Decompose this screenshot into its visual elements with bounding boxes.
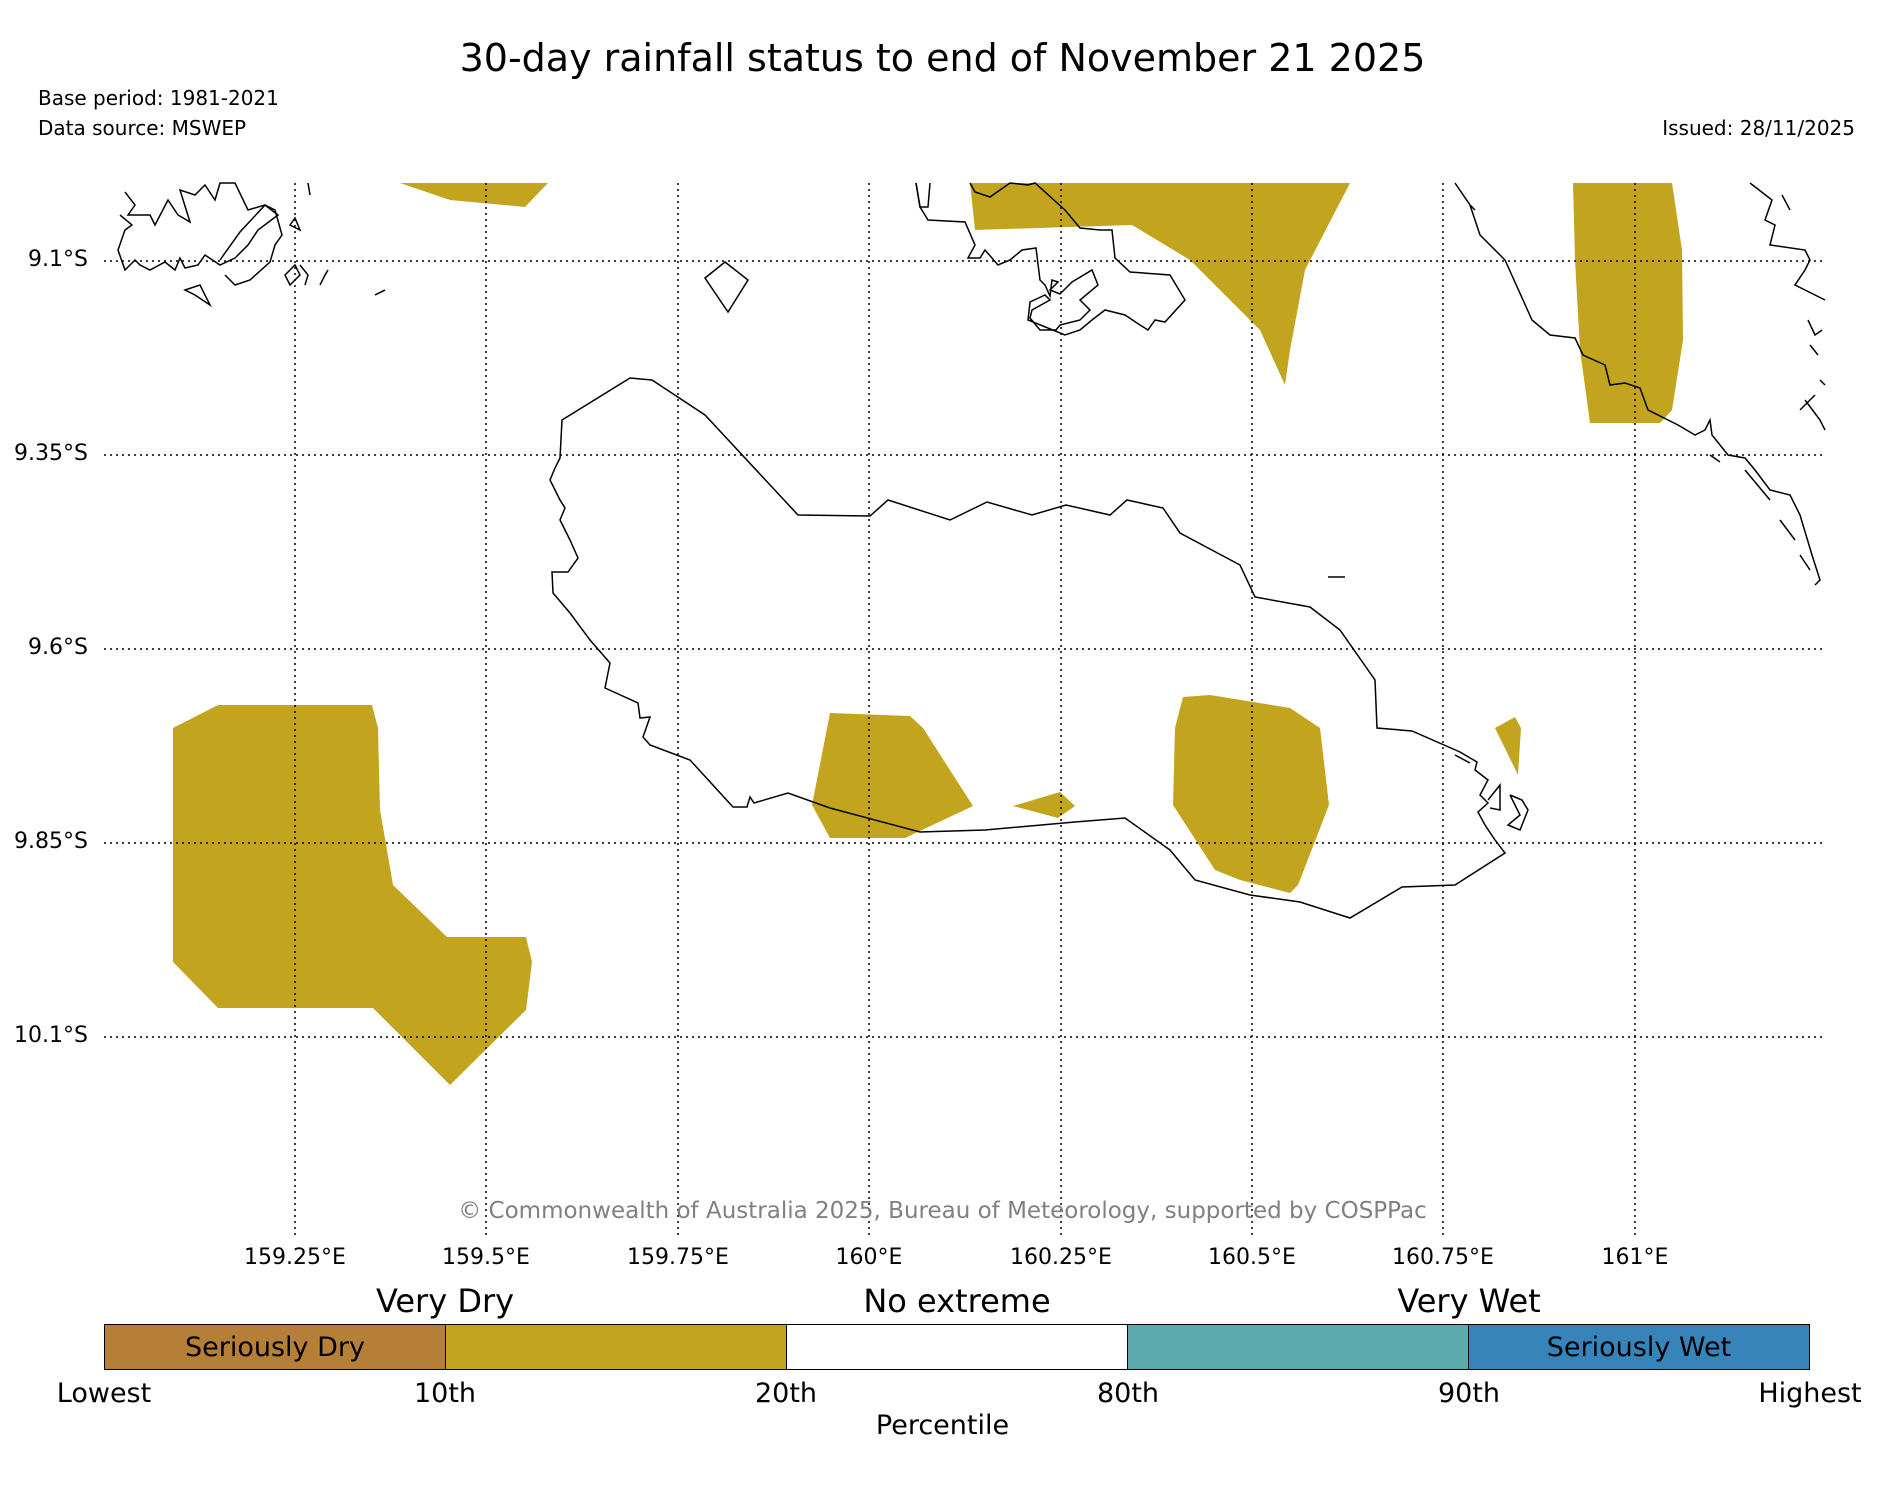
lon-label-161: 161°E: [1601, 1245, 1669, 1270]
eastern-islet: [1487, 782, 1529, 831]
copyright-notice: © Commonwealth of Australia 2025, Bureau…: [458, 1198, 1427, 1224]
lon-label-160-25: 160.25°E: [1010, 1245, 1112, 1270]
colorbar-seriously-wet: Seriously Wet: [1469, 1325, 1809, 1369]
malaita-west-coast: [1454, 182, 1821, 586]
lat-label-9-1: 9.1°S: [28, 247, 88, 272]
tick-80th: 80th: [1096, 1378, 1160, 1409]
dry-region-malaita: [1573, 183, 1683, 423]
lon-label-159-5: 159.5°E: [442, 1245, 530, 1270]
lon-label-160: 160°E: [835, 1245, 903, 1270]
florida-west-coast: [915, 182, 931, 208]
graticule: [104, 183, 1822, 1235]
colorbar-seriously-dry: Seriously Dry: [105, 1325, 446, 1369]
russell-islet-g: [307, 182, 311, 196]
russell-islet-e: [319, 269, 329, 286]
legend-very-dry: Very Dry: [375, 1282, 515, 1320]
guadalcanal-coast: [549, 377, 1507, 919]
tick-highest: Highest: [1758, 1378, 1862, 1409]
colorbar-axis-title: Percentile: [875, 1410, 1010, 1441]
issued-date: Issued: 28/11/2025: [1662, 116, 1855, 140]
savo-island: [703, 261, 749, 314]
russell-islands: [117, 182, 280, 272]
lat-label-9-85: 9.85°S: [14, 829, 88, 854]
data-source: Data source: MSWEP: [38, 116, 247, 140]
tick-20th: 20th: [754, 1378, 818, 1409]
russell-islands-inner: [219, 204, 283, 286]
map-title: 30-day rainfall status to end of Novembe…: [459, 36, 1426, 80]
dry-region-east-islet: [1495, 717, 1521, 775]
very-dry-regions: [173, 183, 1683, 1085]
malaita-north-coast: [1749, 182, 1826, 431]
tick-lowest: Lowest: [56, 1378, 152, 1409]
russell-islet-a: [183, 284, 212, 308]
lat-label-9-35: 9.35°S: [14, 441, 88, 466]
lon-label-159-25: 159.25°E: [244, 1245, 346, 1270]
base-period: Base period: 1981-2021: [38, 86, 279, 110]
percentile-colorbar: Seriously Dry Seriously Wet: [104, 1324, 1810, 1370]
lon-label-159-75: 159.75°E: [627, 1245, 729, 1270]
lon-label-160-75: 160.75°E: [1392, 1245, 1494, 1270]
dry-region-north-strait: [400, 183, 548, 207]
russell-islet-b: [288, 216, 302, 232]
lon-label-160-5: 160.5°E: [1208, 1245, 1296, 1270]
florida-island-coast: [915, 182, 1186, 336]
legend-no-extreme: No extreme: [863, 1282, 1051, 1320]
colorbar-very-wet: [1128, 1325, 1469, 1369]
russell-islet-d: [299, 264, 309, 286]
dry-region-south-coast-east: [1173, 695, 1329, 893]
colorbar-no-extreme: [787, 1325, 1128, 1369]
colorbar-very-dry: [446, 1325, 787, 1369]
dry-region-south-coast-west: [812, 713, 973, 838]
lat-label-10-1: 10.1°S: [14, 1023, 88, 1048]
russell-islet-f: [374, 289, 386, 296]
tick-10th: 10th: [413, 1378, 477, 1409]
malaita-islets: [1469, 204, 1811, 571]
dry-region-southwest: [173, 705, 532, 1085]
russell-islet-c: [284, 263, 301, 287]
legend-very-wet: Very Wet: [1397, 1282, 1541, 1320]
coastlines: [117, 182, 1826, 919]
dry-region-florida-islands: [970, 183, 1350, 385]
guadalcanal-tip: [1454, 754, 1471, 764]
lat-label-9-6: 9.6°S: [28, 635, 88, 660]
dry-region-south-coast-small: [1013, 792, 1075, 818]
tick-90th: 90th: [1437, 1378, 1501, 1409]
